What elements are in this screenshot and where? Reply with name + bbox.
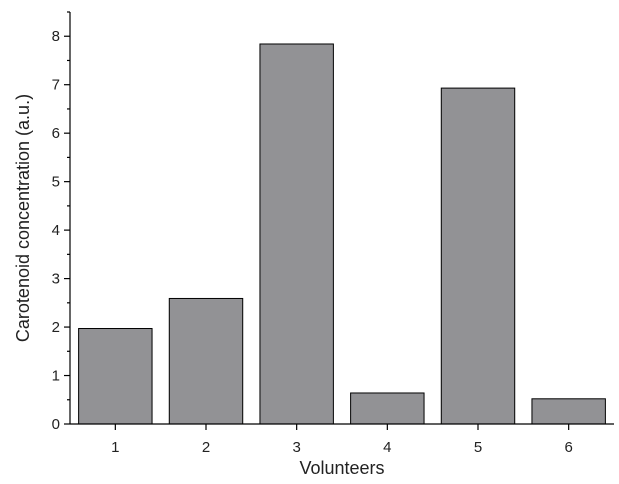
bar-5: [440, 87, 516, 425]
y-tick-label: 0: [52, 416, 60, 433]
bar-4: [350, 392, 425, 425]
y-tick-label: 4: [52, 222, 60, 239]
y-tick-label: 1: [52, 368, 60, 385]
y-tick-label: 5: [52, 174, 60, 191]
x-axis-ticks: 1 2 3 4 5 6: [111, 424, 573, 456]
y-tick-label: 3: [52, 271, 60, 288]
bar-3: [259, 43, 334, 425]
y-axis-ticks: 0 1 2 3 4 5 6 7 8: [52, 11, 70, 433]
x-tick-label: 6: [564, 439, 572, 456]
bar-2: [168, 297, 244, 425]
x-tick-label: 1: [111, 439, 119, 456]
x-tick-label: 4: [383, 439, 391, 456]
x-tick-label: 3: [292, 439, 300, 456]
y-tick-label: 2: [52, 319, 60, 336]
y-tick-label: 7: [52, 77, 60, 94]
bars-group: [78, 43, 606, 425]
y-axis-title: Carotenoid concentration (a.u.): [13, 94, 33, 342]
x-tick-label: 2: [202, 439, 210, 456]
bar-1: [78, 328, 153, 425]
bar-6: [531, 398, 606, 425]
y-tick-label: 6: [52, 125, 60, 142]
x-axis-title: Volunteers: [299, 458, 384, 478]
x-tick-label: 5: [474, 439, 482, 456]
y-tick-label: 8: [52, 28, 60, 45]
